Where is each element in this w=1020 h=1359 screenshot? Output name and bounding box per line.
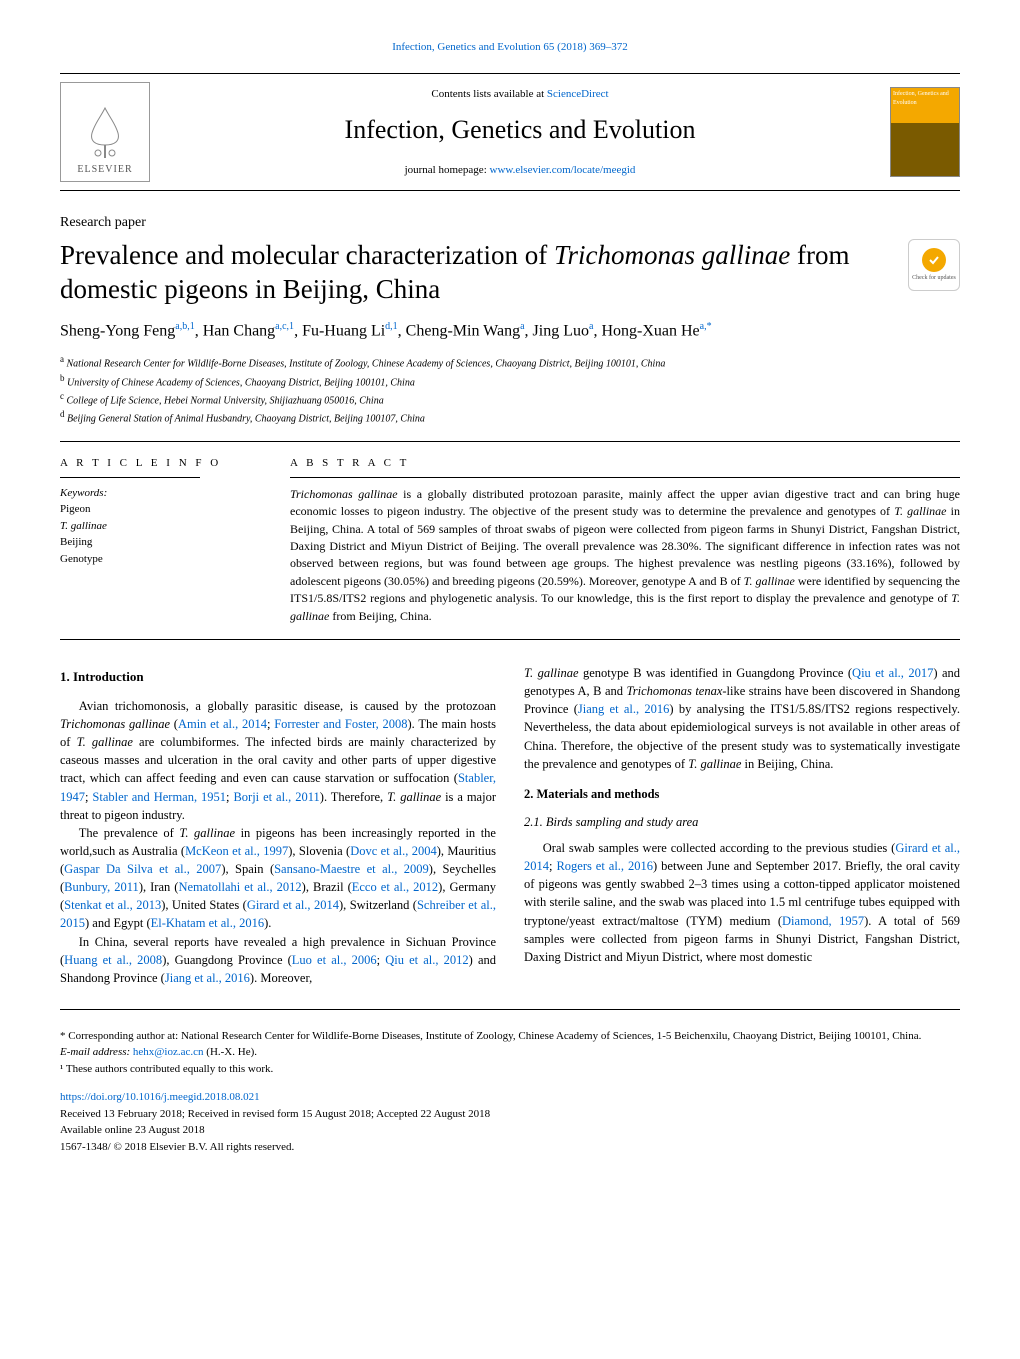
info-rule xyxy=(60,477,200,478)
copyright-line: 1567-1348/ © 2018 Elsevier B.V. All righ… xyxy=(60,1139,960,1156)
body-columns: 1. Introduction Avian trichomonosis, a g… xyxy=(60,664,960,987)
contents-line: Contents lists available at ScienceDirec… xyxy=(150,87,890,102)
abstract-heading: A B S T R A C T xyxy=(290,456,960,471)
intro-p2: The prevalence of T. gallinae in pigeons… xyxy=(60,824,496,933)
intro-p3: In China, several reports have revealed … xyxy=(60,933,496,987)
masthead-center: Contents lists available at ScienceDirec… xyxy=(150,87,890,178)
intro-p1: Avian trichomonosis, a globally parasiti… xyxy=(60,697,496,824)
cover-title: Infection, Genetics and Evolution xyxy=(893,90,957,107)
affiliation-b-text: University of Chinese Academy of Science… xyxy=(67,377,415,388)
publisher-logo: ELSEVIER xyxy=(60,82,150,182)
title-row: Prevalence and molecular characterizatio… xyxy=(60,239,960,307)
article-info-heading: A R T I C L E I N F O xyxy=(60,456,266,471)
authors: Sheng-Yong Fenga,b,1, Han Changa,c,1, Fu… xyxy=(60,320,960,343)
citation-header: Infection, Genetics and Evolution 65 (20… xyxy=(60,40,960,55)
received-line: Received 13 February 2018; Received in r… xyxy=(60,1106,960,1123)
corresponding-author: * Corresponding author at: National Rese… xyxy=(60,1028,960,1045)
email-link[interactable]: hehx@ioz.ac.cn xyxy=(133,1046,204,1058)
top-rule-2 xyxy=(60,190,960,191)
article-info: A R T I C L E I N F O Keywords: Pigeon T… xyxy=(60,456,290,626)
publication-info: https://doi.org/10.1016/j.meegid.2018.08… xyxy=(60,1089,960,1155)
keywords-label: Keywords: xyxy=(60,486,266,501)
affiliation-d: d Beijing General Station of Animal Husb… xyxy=(60,408,960,426)
mid-rule-2 xyxy=(60,639,960,640)
publisher-name: ELSEVIER xyxy=(77,163,132,177)
affiliations: a National Research Center for Wildlife-… xyxy=(60,353,960,426)
keyword-3: Genotype xyxy=(60,551,266,568)
journal-cover-thumbnail: Infection, Genetics and Evolution xyxy=(890,87,960,177)
section-21-heading: 2.1. Birds sampling and study area xyxy=(524,813,960,831)
keyword-2: Beijing xyxy=(60,534,266,551)
footnotes: * Corresponding author at: National Rese… xyxy=(60,1028,960,1078)
section-1-heading: 1. Introduction xyxy=(60,668,496,687)
check-updates-label: Check for updates xyxy=(912,274,956,282)
email-line: E-mail address: hehx@ioz.ac.cn (H.-X. He… xyxy=(60,1044,960,1061)
sciencedirect-link[interactable]: ScienceDirect xyxy=(547,88,609,100)
available-line: Available online 23 August 2018 xyxy=(60,1122,960,1139)
keyword-1: T. gallinae xyxy=(60,518,266,535)
abstract-text: Trichomonas gallinae is a globally distr… xyxy=(290,486,960,625)
affiliation-d-text: Beijing General Station of Animal Husban… xyxy=(67,414,425,425)
elsevier-tree-icon xyxy=(80,103,130,163)
paper-title: Prevalence and molecular characterizatio… xyxy=(60,239,908,307)
affiliation-a-text: National Research Center for Wildlife-Bo… xyxy=(67,359,666,370)
affiliation-b: b University of Chinese Academy of Scien… xyxy=(60,372,960,390)
citation-link[interactable]: Infection, Genetics and Evolution 65 (20… xyxy=(392,41,628,53)
affiliation-c-text: College of Life Science, Hebei Normal Un… xyxy=(67,395,384,406)
section-2-heading: 2. Materials and methods xyxy=(524,785,960,803)
journal-name: Infection, Genetics and Evolution xyxy=(150,112,890,148)
homepage-link[interactable]: www.elsevier.com/locate/meegid xyxy=(490,164,636,176)
abstract-column: A B S T R A C T Trichomonas gallinae is … xyxy=(290,456,960,626)
footnote-rule xyxy=(60,1009,960,1010)
keywords-list: Pigeon T. gallinae Beijing Genotype xyxy=(60,501,266,567)
doi-link[interactable]: https://doi.org/10.1016/j.meegid.2018.08… xyxy=(60,1091,260,1103)
title-pre: Prevalence and molecular characterizatio… xyxy=(60,240,554,270)
methods-p1: Oral swab samples were collected accordi… xyxy=(524,839,960,966)
crossmark-icon xyxy=(922,248,946,272)
intro-p4: T. gallinae genotype B was identified in… xyxy=(524,664,960,773)
title-species: Trichomonas gallinae xyxy=(554,240,790,270)
email-label: E-mail address: xyxy=(60,1046,133,1058)
abstract-rule xyxy=(290,477,960,478)
body-col-right: T. gallinae genotype B was identified in… xyxy=(524,664,960,987)
equal-contribution: ¹ These authors contributed equally to t… xyxy=(60,1061,960,1078)
masthead: ELSEVIER Contents lists available at Sci… xyxy=(60,74,960,190)
affiliation-c: c College of Life Science, Hebei Normal … xyxy=(60,390,960,408)
info-abstract-row: A R T I C L E I N F O Keywords: Pigeon T… xyxy=(60,456,960,626)
keyword-0: Pigeon xyxy=(60,501,266,518)
contents-prefix: Contents lists available at xyxy=(431,88,546,100)
check-updates-badge[interactable]: Check for updates xyxy=(908,239,960,291)
mid-rule-1 xyxy=(60,441,960,442)
email-suffix: (H.-X. He). xyxy=(204,1046,257,1058)
paper-type: Research paper xyxy=(60,213,960,233)
body-col-left: 1. Introduction Avian trichomonosis, a g… xyxy=(60,664,496,987)
homepage-prefix: journal homepage: xyxy=(405,164,490,176)
homepage-line: journal homepage: www.elsevier.com/locat… xyxy=(150,163,890,178)
affiliation-a: a National Research Center for Wildlife-… xyxy=(60,353,960,371)
